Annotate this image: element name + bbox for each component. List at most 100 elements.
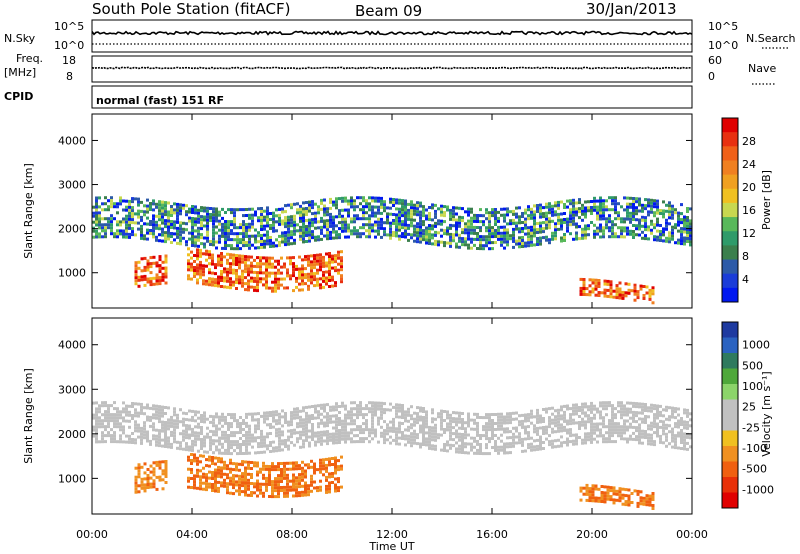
echo-cell bbox=[476, 439, 479, 443]
echo-cell bbox=[253, 270, 256, 274]
echo-cell bbox=[316, 256, 319, 260]
echo-cell bbox=[374, 428, 377, 432]
echo-cell bbox=[254, 234, 257, 238]
echo-cell bbox=[329, 417, 332, 421]
echo-cell bbox=[161, 218, 164, 222]
echo-cell bbox=[125, 223, 128, 227]
echo-cell bbox=[575, 213, 578, 217]
echo-cell bbox=[593, 425, 596, 429]
echo-cell bbox=[214, 462, 217, 466]
echo-cell bbox=[179, 242, 182, 246]
echo-cell bbox=[140, 408, 143, 412]
echo-cell bbox=[302, 222, 305, 226]
echo-cell bbox=[335, 197, 338, 201]
echo-cell bbox=[443, 220, 446, 224]
echo-cell bbox=[223, 481, 226, 485]
echo-cell bbox=[602, 229, 605, 233]
echo-cell bbox=[446, 428, 449, 432]
echo-cell bbox=[428, 206, 431, 209]
echo-cell bbox=[199, 481, 202, 485]
echo-cell bbox=[422, 416, 425, 419]
echo-cell bbox=[650, 219, 653, 223]
echo-cell bbox=[247, 493, 250, 497]
echo-cell bbox=[476, 433, 479, 437]
echo-cell bbox=[119, 220, 122, 224]
echo-cell bbox=[194, 434, 197, 438]
echo-cell bbox=[374, 431, 377, 435]
echo-cell bbox=[404, 202, 407, 206]
echo-cell bbox=[236, 443, 239, 447]
echo-cell bbox=[301, 460, 304, 464]
echo-cell bbox=[545, 431, 548, 435]
echo-cell bbox=[503, 240, 506, 244]
echo-cell bbox=[196, 486, 199, 490]
echo-cell bbox=[164, 204, 167, 208]
echo-cell bbox=[173, 422, 176, 426]
echo-cell bbox=[203, 245, 206, 249]
echo-cell bbox=[272, 217, 275, 221]
echo-cell bbox=[479, 437, 482, 440]
echo-cell bbox=[161, 230, 164, 234]
echo-cell bbox=[317, 422, 320, 426]
echo-cell bbox=[140, 405, 143, 409]
echo-cell bbox=[569, 223, 572, 227]
echo-cell bbox=[232, 283, 235, 287]
echo-cell bbox=[200, 441, 203, 444]
echo-cell bbox=[503, 445, 506, 449]
echo-cell bbox=[566, 443, 569, 447]
velocity-data bbox=[92, 401, 692, 510]
echo-cell bbox=[280, 468, 283, 471]
echo-cell bbox=[146, 231, 149, 235]
echo-cell bbox=[116, 413, 119, 417]
echo-cell bbox=[281, 210, 284, 214]
echo-cell bbox=[143, 462, 147, 466]
echo-cell bbox=[371, 419, 374, 423]
echo-cell bbox=[190, 471, 193, 474]
echo-cell bbox=[251, 418, 254, 422]
nsky-label: N.Sky bbox=[4, 32, 36, 45]
echo-cell bbox=[293, 443, 296, 447]
echo-cell bbox=[221, 415, 224, 419]
echo-cell bbox=[244, 258, 247, 262]
echo-cell bbox=[461, 451, 464, 454]
echo-cell bbox=[236, 431, 239, 435]
colorbar-tick-label: 20 bbox=[742, 181, 756, 194]
echo-cell bbox=[187, 455, 190, 459]
echo-cell bbox=[110, 217, 113, 221]
echo-cell bbox=[224, 415, 227, 419]
echo-cell bbox=[277, 492, 280, 496]
echo-cell bbox=[371, 223, 374, 227]
echo-cell bbox=[389, 212, 392, 216]
echo-cell bbox=[227, 449, 230, 452]
echo-cell bbox=[137, 227, 140, 231]
echo-cell bbox=[260, 432, 263, 436]
echo-cell bbox=[641, 435, 644, 439]
echo-cell bbox=[650, 198, 653, 202]
echo-cell bbox=[203, 236, 206, 240]
echo-cell bbox=[653, 419, 656, 423]
echo-cell bbox=[392, 219, 395, 222]
echo-cell bbox=[503, 207, 506, 211]
echo-cell bbox=[651, 286, 655, 290]
echo-cell bbox=[647, 409, 650, 413]
echo-cell bbox=[587, 408, 590, 412]
echo-cell bbox=[158, 209, 161, 213]
echo-cell bbox=[212, 240, 215, 244]
echo-cell bbox=[392, 420, 395, 424]
echo-cell bbox=[581, 423, 584, 427]
echo-cell bbox=[642, 285, 646, 288]
echo-cell bbox=[311, 432, 314, 435]
echo-cell bbox=[221, 451, 224, 455]
echo-cell bbox=[380, 196, 383, 200]
echo-cell bbox=[585, 483, 589, 487]
echo-cell bbox=[368, 434, 371, 438]
echo-cell bbox=[533, 225, 536, 229]
echo-cell bbox=[113, 401, 116, 405]
echo-cell bbox=[152, 485, 156, 489]
echo-cell bbox=[392, 213, 395, 216]
echo-cell bbox=[196, 459, 199, 463]
echo-cell bbox=[614, 416, 617, 420]
echo-cell bbox=[578, 415, 581, 418]
echo-cell bbox=[239, 223, 242, 227]
echo-cell bbox=[238, 480, 241, 484]
